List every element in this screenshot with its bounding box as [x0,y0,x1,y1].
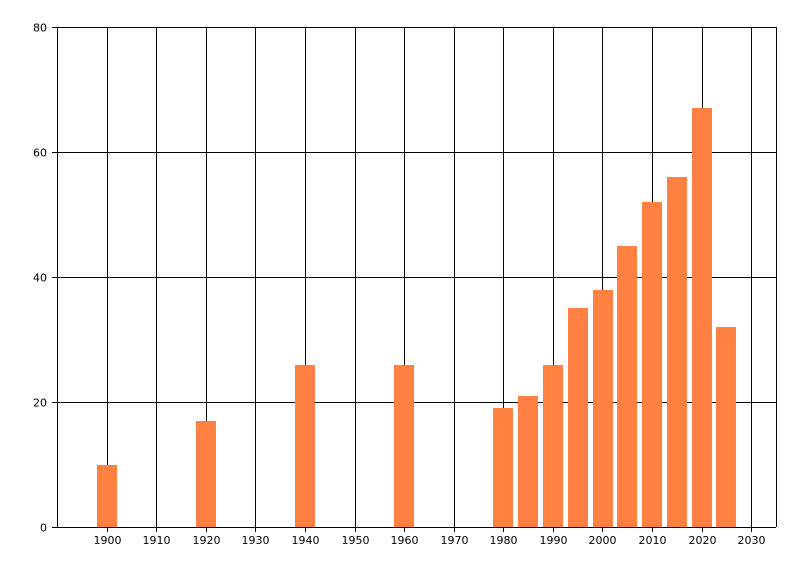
x-tick-label: 1950 [342,534,370,547]
x-tick-label: 2020 [689,534,717,547]
x-tick-label: 1990 [540,534,568,547]
y-tick-label: 80 [33,22,47,35]
bar-2010 [642,202,662,527]
y-tick-labels: 0 20 40 60 80 [33,22,47,535]
x-tick-label: 1970 [441,534,469,547]
x-tick-label: 1940 [292,534,320,547]
y-tick-label: 0 [40,522,47,535]
x-tick-label: 1900 [94,534,122,547]
x-tick-label: 1980 [490,534,518,547]
x-tick-label: 1960 [391,534,419,547]
x-tick-label: 1910 [143,534,171,547]
bar-2020 [692,108,712,527]
bar-2015 [667,177,687,527]
axes [57,27,776,528]
bar-1980 [493,408,513,527]
bar-1920 [196,421,216,527]
bar-1960 [394,365,414,527]
x-tick-label: 2000 [589,534,617,547]
bar-2025 [716,327,736,527]
x-tick-label: 2010 [639,534,667,547]
x-tick-label: 2030 [738,534,766,547]
bar-1985 [518,396,538,527]
bar-2005 [617,246,637,527]
x-tick-label: 1930 [242,534,270,547]
x-tick-labels: 1900 1910 1920 1930 1940 1950 1960 1970 1980 1990… [94,534,766,547]
y-tick-label: 60 [33,147,47,160]
bar-1995 [568,308,588,527]
bar-1900 [97,465,117,527]
bar-2000 [593,290,613,527]
bars [97,108,736,527]
y-tick-label: 20 [33,397,47,410]
y-tick-label: 40 [33,272,47,285]
bar-1940 [295,365,315,527]
x-tick-label: 1920 [193,534,221,547]
bar-1990 [543,365,563,527]
